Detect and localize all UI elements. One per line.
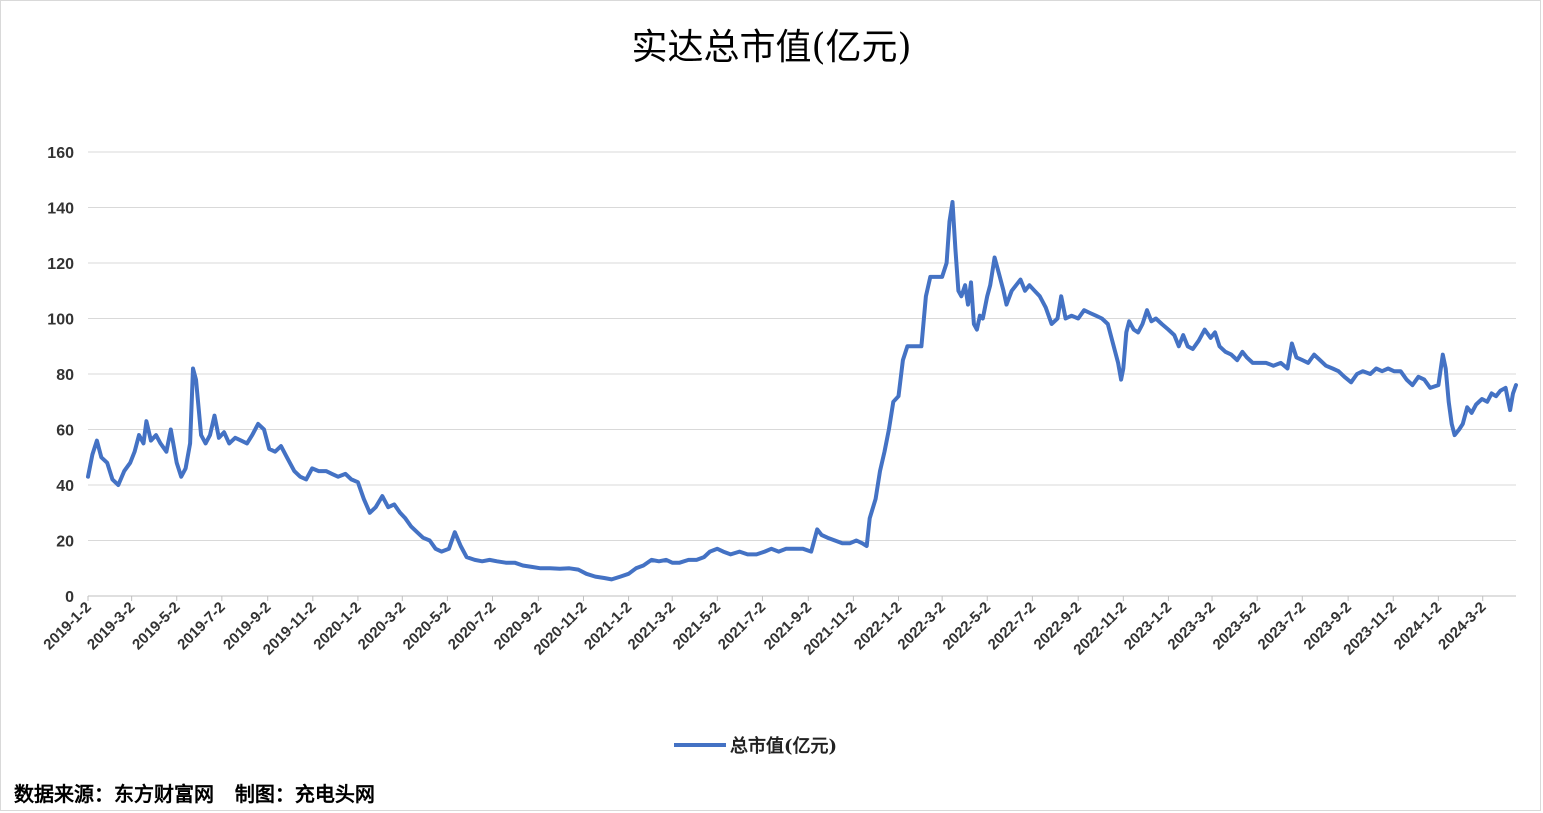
y-axis-tick-labels: 0 20 40 60 80 100 120 140 160 <box>47 145 74 606</box>
y-tick-label: 160 <box>47 145 74 162</box>
x-tick-label: 2024-3-2 <box>1435 599 1489 653</box>
x-tick-label: 2019-7-2 <box>174 599 228 653</box>
x-tick-label: 2019-3-2 <box>84 599 138 653</box>
x-tick-label: 2023-7-2 <box>1255 599 1309 653</box>
x-tick-label: 2020-5-2 <box>400 599 454 653</box>
gridlines <box>88 151 1516 541</box>
x-tick-label: 2022-5-2 <box>940 599 994 653</box>
y-tick-label: 120 <box>47 256 74 273</box>
x-tick-label: 2022-7-2 <box>985 599 1039 653</box>
legend-label: 总市值(亿元) <box>730 736 838 757</box>
source-note: 数据来源：东方财富网 制图：充电头网 <box>14 782 375 806</box>
x-tick-label: 2024-1-2 <box>1391 599 1445 653</box>
y-tick-label: 40 <box>56 478 74 495</box>
y-tick-label: 80 <box>56 367 74 384</box>
y-tick-label: 100 <box>47 312 74 329</box>
series-line-market-cap <box>86 200 1518 582</box>
x-tick-label: 2021-3-2 <box>625 599 679 653</box>
x-tick-label: 2020-7-2 <box>445 599 499 653</box>
x-tick-label: 2021-7-2 <box>715 599 769 653</box>
x-tick-label: 2020-1-2 <box>310 599 364 653</box>
x-tick-label: 2022-3-2 <box>894 599 948 653</box>
series-group <box>86 200 1518 582</box>
y-tick-label: 140 <box>47 201 74 218</box>
y-tick-label: 60 <box>56 423 74 440</box>
x-tick-label: 2023-3-2 <box>1164 599 1218 653</box>
x-tick-label: 2020-3-2 <box>355 599 409 653</box>
x-tick-label: 2021-5-2 <box>670 599 724 653</box>
legend-swatch <box>674 743 726 747</box>
x-tick-label: 2023-5-2 <box>1210 599 1264 653</box>
chart-title: 实达总市值(亿元) <box>631 27 912 68</box>
x-tick-label: 2019-5-2 <box>129 599 183 653</box>
y-tick-label: 20 <box>56 534 74 551</box>
legend: 总市值(亿元) <box>674 733 837 757</box>
x-axis-tick-labels: 2019-1-22019-3-22019-5-22019-7-22019-9-2… <box>40 596 1490 659</box>
y-tick-label: 0 <box>65 589 74 606</box>
